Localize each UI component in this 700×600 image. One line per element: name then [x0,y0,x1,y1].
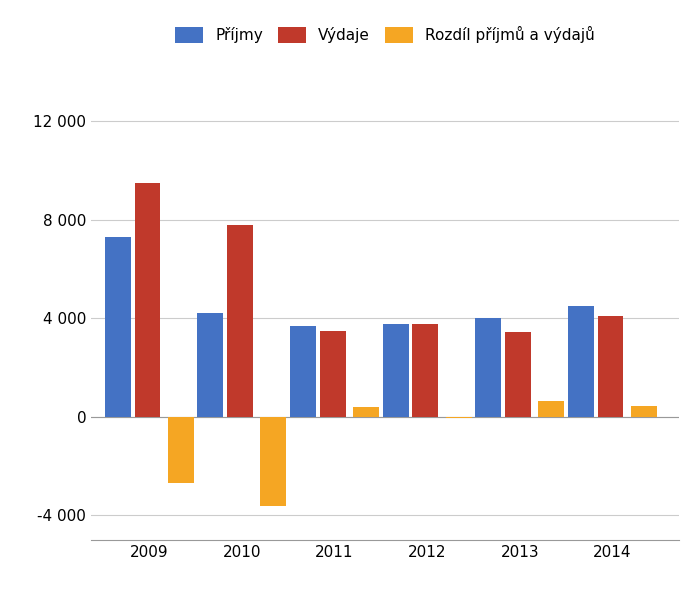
Bar [568,306,594,417]
Bar [538,401,564,417]
Bar [631,406,657,417]
Bar [290,326,316,417]
Bar [598,316,624,417]
Legend: Příjmy, Výdaje, Rozdíl příjmů a výdajů: Příjmy, Výdaje, Rozdíl příjmů a výdajů [168,19,602,51]
Bar [105,237,131,417]
Bar [197,313,223,417]
Bar [383,325,409,417]
Bar [412,325,438,417]
Bar [227,225,253,417]
Bar [168,417,194,484]
Bar [446,417,472,418]
Bar [320,331,346,417]
Bar [505,332,531,417]
Bar [134,183,160,417]
Bar [475,319,501,417]
Bar [353,407,379,417]
Bar [260,417,286,506]
